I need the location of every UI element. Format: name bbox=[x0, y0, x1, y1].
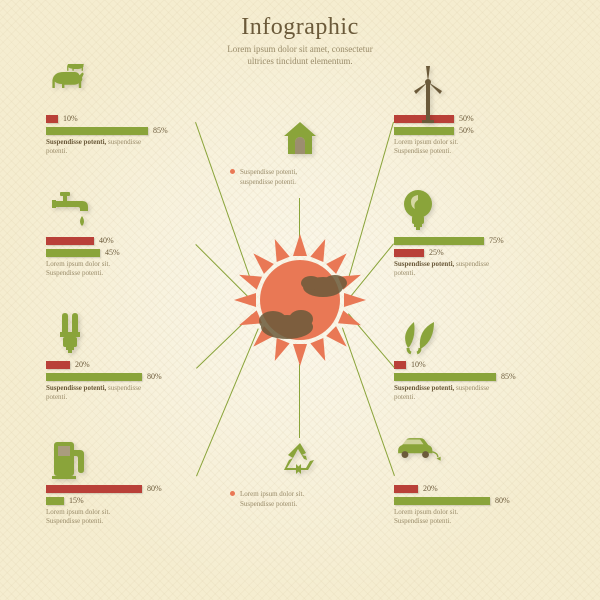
bar-pct: 80% bbox=[147, 484, 162, 493]
bar-pct: 50% bbox=[459, 126, 474, 135]
panel-leaves: 10% 85% Suspendisse potenti, suspendissepo… bbox=[394, 310, 554, 402]
bar bbox=[394, 361, 406, 369]
bar-pct: 20% bbox=[423, 484, 438, 493]
bar bbox=[394, 373, 496, 381]
panel-wind: 50% 50% Lorem ipsum dolor sit.Suspendisse … bbox=[394, 64, 554, 156]
page-title: Infographic bbox=[0, 0, 600, 41]
panel-fuel: 80% 15% Lorem ipsum dolor sit.Suspendisse … bbox=[46, 434, 206, 526]
bar bbox=[46, 485, 142, 493]
bar bbox=[394, 237, 484, 245]
bar-row: 20% bbox=[46, 360, 206, 369]
bar-pct: 10% bbox=[411, 360, 426, 369]
bar-row: 25% bbox=[394, 248, 554, 257]
bar-pct: 80% bbox=[495, 496, 510, 505]
bar-row: 15% bbox=[46, 496, 206, 505]
bar-pct: 15% bbox=[69, 496, 84, 505]
sun-icon bbox=[225, 225, 375, 375]
bar-row: 40% bbox=[46, 236, 206, 245]
house-caption: Suspendisse potenti, suspendisse potenti… bbox=[240, 168, 360, 188]
bar-pct: 20% bbox=[75, 360, 90, 369]
car-icon bbox=[394, 434, 442, 482]
panel-body: Lorem ipsum dolor sit.Suspendisse potent… bbox=[46, 260, 206, 278]
panel-cattle: 10% 85% Suspendisse potenti, suspendissepo… bbox=[46, 64, 206, 156]
bar-pct: 45% bbox=[105, 248, 120, 257]
bar-pct: 85% bbox=[153, 126, 168, 135]
bar bbox=[46, 237, 94, 245]
bar bbox=[394, 127, 454, 135]
bar-pct: 50% bbox=[459, 114, 474, 123]
bar-row: 20% bbox=[394, 484, 554, 493]
panel-car: 20% 80% Lorem ipsum dolor sit.Suspendisse … bbox=[394, 434, 554, 526]
panel-body: Lorem ipsum dolor sit.Suspendisse potent… bbox=[46, 508, 206, 526]
bar-row: 75% bbox=[394, 236, 554, 245]
panel-faucet: 40% 45% Lorem ipsum dolor sit.Suspendisse … bbox=[46, 186, 206, 278]
bar-row: 10% bbox=[394, 360, 554, 369]
bar-row: 80% bbox=[46, 484, 206, 493]
bar-pct: 10% bbox=[63, 114, 78, 123]
bulb-icon bbox=[394, 186, 442, 234]
cattle-icon bbox=[46, 64, 94, 112]
panel-body: Suspendisse potenti, suspendissepotenti. bbox=[394, 260, 554, 278]
bar-row: 80% bbox=[46, 372, 206, 381]
bar bbox=[394, 249, 424, 257]
bar bbox=[46, 249, 100, 257]
bullet-dot bbox=[230, 491, 235, 496]
bar bbox=[46, 127, 148, 135]
panel-body: Suspendisse potenti, suspendissepotenti. bbox=[46, 138, 206, 156]
faucet-icon bbox=[46, 186, 94, 234]
bar bbox=[46, 361, 70, 369]
bar-row: 45% bbox=[46, 248, 206, 257]
panel-body: Suspendisse potenti, suspendissepotenti. bbox=[46, 384, 206, 402]
bar bbox=[394, 497, 490, 505]
bar bbox=[394, 485, 418, 493]
recycle-icon bbox=[280, 440, 320, 480]
spoke-line bbox=[299, 364, 300, 438]
bar bbox=[46, 497, 64, 505]
panel-body: Lorem ipsum dolor sit.Suspendisse potent… bbox=[394, 508, 554, 526]
bar-pct: 85% bbox=[501, 372, 516, 381]
leaves-icon bbox=[394, 310, 442, 358]
panel-body: Suspendisse potenti, suspendissepotenti. bbox=[394, 384, 554, 402]
panel-cfl: 20% 80% Suspendisse potenti, suspendissepo… bbox=[46, 310, 206, 402]
bar bbox=[46, 373, 142, 381]
bar-row: 10% bbox=[46, 114, 206, 123]
cfl-icon bbox=[46, 310, 94, 358]
bar-row: 85% bbox=[394, 372, 554, 381]
bullet-dot bbox=[230, 169, 235, 174]
panel-bulb: 75% 25% Suspendisse potenti, suspendissepo… bbox=[394, 186, 554, 278]
bar-row: 50% bbox=[394, 126, 554, 135]
recycle-caption: Lorem ipsum dolor sit. Suspendisse poten… bbox=[240, 490, 360, 510]
bar-pct: 40% bbox=[99, 236, 114, 245]
bar-row: 85% bbox=[46, 126, 206, 135]
fuel-icon bbox=[46, 434, 94, 482]
bar-pct: 75% bbox=[489, 236, 504, 245]
bar-row: 80% bbox=[394, 496, 554, 505]
bar-pct: 80% bbox=[147, 372, 162, 381]
panel-body: Lorem ipsum dolor sit.Suspendisse potent… bbox=[394, 138, 554, 156]
wind-icon bbox=[404, 64, 452, 112]
bar bbox=[46, 115, 58, 123]
house-icon bbox=[280, 118, 320, 158]
bar-pct: 25% bbox=[429, 248, 444, 257]
